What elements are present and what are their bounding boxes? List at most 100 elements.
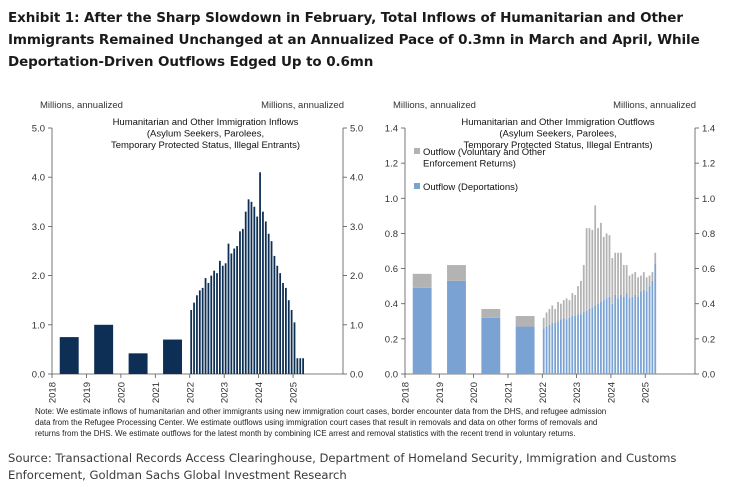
right-y-tick-label: 0.8 bbox=[702, 229, 715, 240]
right-y-tick-label: 0.0 bbox=[702, 370, 715, 381]
footnote: Note: We estimate inflows of humanitaria… bbox=[35, 406, 735, 439]
monthly-bar-deportation bbox=[645, 291, 648, 374]
monthly-bar-deportation bbox=[542, 328, 545, 374]
monthly-bar bbox=[253, 206, 256, 374]
right-y-tick-label: 0.2 bbox=[702, 334, 715, 345]
chart-annotation-line: Humanitarian and Other Immigration Outfl… bbox=[461, 117, 654, 128]
right-y-tick-label: 1.2 bbox=[702, 159, 715, 170]
monthly-bar-deportation bbox=[580, 314, 582, 374]
monthly-bar-voluntary bbox=[588, 228, 591, 309]
legend-label: Outflow (Voluntary and Other bbox=[423, 147, 546, 158]
chart-annotation-line: Humanitarian and Other Immigration Inflo… bbox=[113, 117, 299, 128]
source-text: Source: Transactional Records Access Cle… bbox=[8, 450, 732, 484]
monthly-bar-voluntary bbox=[562, 300, 565, 318]
monthly-bar bbox=[282, 282, 284, 374]
left-y-tick-label: 5.0 bbox=[32, 124, 45, 135]
title-line-2: Immigrants Remained Unchanged at an Annu… bbox=[8, 32, 700, 48]
annual-bar bbox=[163, 339, 183, 374]
monthly-bar-deportation bbox=[565, 319, 568, 374]
chart-annotation-line: (Asylum Seekers, Parolees, bbox=[499, 129, 616, 140]
monthly-bar-deportation bbox=[602, 300, 605, 374]
monthly-bar bbox=[244, 211, 247, 374]
source-line-2: Enforcement, Goldman Sachs Global Invest… bbox=[8, 468, 347, 482]
monthly-bar-deportation bbox=[608, 296, 611, 374]
monthly-bar bbox=[233, 248, 236, 374]
monthly-bar bbox=[239, 231, 241, 374]
monthly-bar bbox=[198, 290, 201, 374]
x-tick-label: 2020 bbox=[469, 382, 480, 403]
x-tick-label: 2023 bbox=[220, 382, 231, 403]
x-tick-label: 2024 bbox=[606, 382, 617, 403]
chart-annotation-line: Temporary Protected Status, Illegal Entr… bbox=[463, 140, 652, 151]
left-y-tick-label: 4.0 bbox=[32, 173, 45, 184]
monthly-bar-voluntary bbox=[565, 298, 568, 320]
monthly-bar-deportation bbox=[640, 291, 642, 374]
monthly-bar bbox=[201, 287, 204, 374]
monthly-bar bbox=[262, 211, 264, 374]
monthly-bar-deportation bbox=[651, 280, 654, 374]
monthly-bar bbox=[287, 300, 290, 374]
x-tick-label: 2023 bbox=[572, 382, 583, 403]
x-tick-label: 2022 bbox=[185, 382, 196, 403]
left-y-tick-label: 0.2 bbox=[385, 334, 398, 345]
monthly-bar bbox=[285, 287, 287, 374]
left-y-tick-label: 2.0 bbox=[32, 271, 45, 282]
annual-bar-voluntary bbox=[481, 308, 501, 318]
x-tick-label: 2025 bbox=[641, 382, 652, 403]
monthly-bar-voluntary bbox=[542, 317, 545, 329]
monthly-bar-deportation bbox=[622, 296, 625, 374]
right-y-tick-label: 4.0 bbox=[350, 173, 363, 184]
right-axis-unit: Millions, annualized bbox=[261, 100, 344, 111]
monthly-bar-deportation bbox=[559, 319, 562, 374]
x-tick-label: 2022 bbox=[538, 382, 549, 403]
legend-swatch bbox=[414, 183, 420, 189]
x-tick-label: 2025 bbox=[289, 382, 300, 403]
monthly-bar-voluntary bbox=[597, 228, 599, 304]
monthly-bar bbox=[241, 228, 244, 374]
monthly-bar-voluntary bbox=[625, 265, 628, 294]
monthly-bar-deportation bbox=[571, 316, 574, 374]
chart-annotation-line: (Asylum Seekers, Parolees, bbox=[147, 129, 264, 140]
x-tick-label: 2024 bbox=[254, 382, 265, 403]
monthly-bar bbox=[247, 199, 250, 374]
monthly-bar-deportation bbox=[574, 316, 577, 374]
monthly-bar bbox=[250, 201, 253, 374]
monthly-bar bbox=[276, 265, 279, 374]
monthly-bar-voluntary bbox=[551, 305, 554, 324]
monthly-bar bbox=[267, 233, 270, 374]
monthly-bar-voluntary bbox=[648, 275, 651, 287]
annual-bar-voluntary bbox=[447, 265, 466, 281]
monthly-bar-deportation bbox=[625, 293, 628, 374]
monthly-bar-voluntary bbox=[582, 265, 585, 313]
right-y-tick-label: 2.0 bbox=[350, 271, 363, 282]
note-line-2: data from the Refugee Processing Center.… bbox=[35, 418, 598, 427]
annual-bar-deportation bbox=[481, 317, 501, 374]
x-tick-label: 2021 bbox=[503, 382, 514, 403]
monthly-bar-deportation bbox=[620, 294, 622, 374]
monthly-bar bbox=[230, 253, 233, 374]
monthly-bar bbox=[273, 255, 276, 374]
monthly-bar-voluntary bbox=[545, 312, 548, 327]
monthly-bar-deportation bbox=[582, 312, 585, 374]
monthly-bar-deportation bbox=[605, 298, 608, 374]
monthly-bar-deportation bbox=[585, 310, 588, 374]
monthly-bar bbox=[256, 216, 259, 374]
x-tick-label: 2018 bbox=[401, 382, 412, 403]
left-y-tick-label: 0.4 bbox=[385, 299, 398, 310]
monthly-bar-deportation bbox=[597, 303, 599, 374]
monthly-bar-voluntary bbox=[548, 308, 551, 325]
note-line-1: Note: We estimate inflows of humanitaria… bbox=[35, 407, 607, 416]
monthly-bar-voluntary bbox=[585, 228, 588, 311]
monthly-bar-voluntary bbox=[557, 301, 559, 322]
right-y-tick-label: 1.0 bbox=[350, 320, 363, 331]
monthly-bar bbox=[190, 310, 193, 374]
monthly-bar bbox=[196, 295, 198, 374]
monthly-bar bbox=[299, 358, 302, 374]
monthly-bar-deportation bbox=[551, 323, 554, 374]
monthly-bar-voluntary bbox=[640, 275, 642, 292]
monthly-bar bbox=[213, 270, 216, 374]
left-y-tick-label: 0.0 bbox=[385, 370, 398, 381]
monthly-bar bbox=[193, 302, 195, 374]
monthly-bar-voluntary bbox=[559, 303, 562, 320]
monthly-bar-voluntary bbox=[580, 280, 582, 315]
